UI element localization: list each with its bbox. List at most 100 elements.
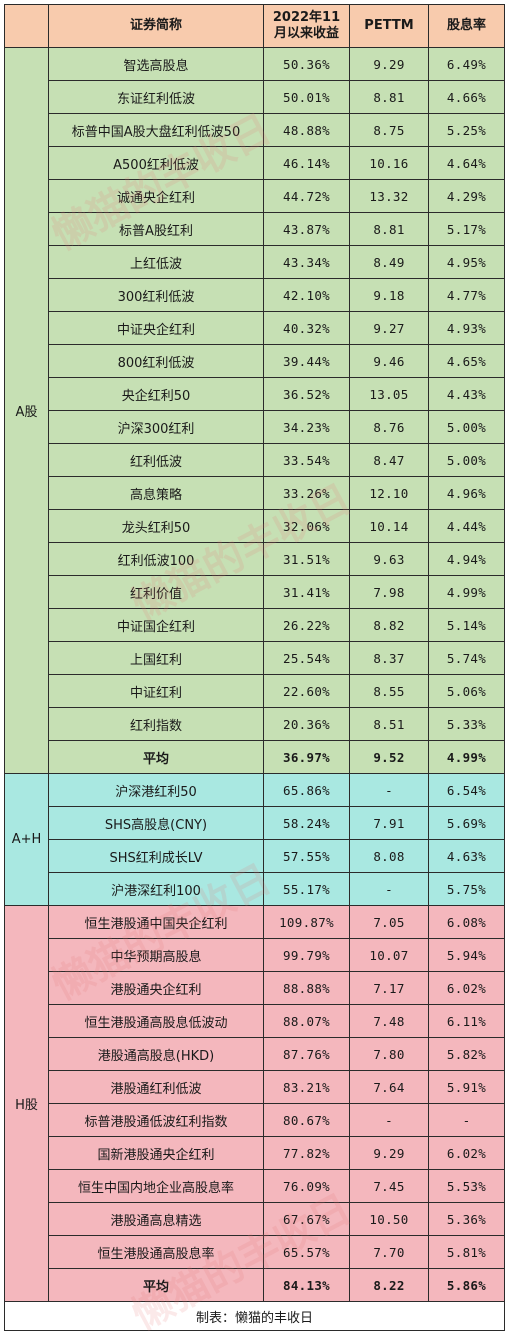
yield-value: 5.06% — [428, 674, 505, 708]
return-value: 48.88% — [263, 113, 350, 147]
dividend-index-table: 证券简称 2022年11月以来收益 PETTM 股息率 A股 智选高股息 50.36… — [4, 4, 505, 1331]
footer-caption: 制表：懒猫的丰收日 — [4, 1301, 505, 1331]
security-name: 智选高股息 — [48, 47, 264, 81]
return-value: 33.54% — [263, 443, 350, 477]
table-row: 港股通央企红利 88.88% 7.17 6.02% — [5, 971, 505, 1005]
return-value: 55.17% — [263, 872, 350, 906]
security-name: 红利指数 — [48, 707, 264, 741]
pe-value: 9.27 — [349, 311, 429, 345]
group-label-h-share: H股 — [4, 905, 49, 1302]
security-name: SHS高股息(CNY) — [48, 806, 264, 840]
yield-value: 5.00% — [428, 443, 505, 477]
header-yield: 股息率 — [428, 4, 505, 48]
yield-value: 6.02% — [428, 1136, 505, 1170]
yield-value: 5.00% — [428, 410, 505, 444]
return-value: 87.76% — [263, 1037, 350, 1071]
pe-value: - — [349, 773, 429, 807]
yield-value: 5.82% — [428, 1037, 505, 1071]
yield-value: - — [428, 1103, 505, 1137]
yield-value: 4.64% — [428, 146, 505, 180]
pe-value: 9.29 — [349, 47, 429, 81]
security-name: 红利价值 — [48, 575, 264, 609]
pe-value: 9.29 — [349, 1136, 429, 1170]
return-value: 57.55% — [263, 839, 350, 873]
yield-value: 4.65% — [428, 344, 505, 378]
return-value: 99.79% — [263, 938, 350, 972]
pe-value: 9.63 — [349, 542, 429, 576]
pe-value: 8.81 — [349, 80, 429, 114]
table-row: 上红低波 43.34% 8.49 4.95% — [5, 245, 505, 279]
table-row: 上国红利 25.54% 8.37 5.74% — [5, 641, 505, 675]
average-row: 平均 36.97% 9.52 4.99% — [5, 740, 505, 774]
return-value: 88.88% — [263, 971, 350, 1005]
yield-value: 4.43% — [428, 377, 505, 411]
table-row: 红利价值 31.41% 7.98 4.99% — [5, 575, 505, 609]
security-name: 央企红利50 — [48, 377, 264, 411]
yield-value: 5.69% — [428, 806, 505, 840]
yield-value: 5.33% — [428, 707, 505, 741]
return-value: 44.72% — [263, 179, 350, 213]
yield-value: 4.93% — [428, 311, 505, 345]
pe-value: 13.05 — [349, 377, 429, 411]
return-value: 80.67% — [263, 1103, 350, 1137]
header-pe: PETTM — [349, 4, 429, 48]
average-yield: 4.99% — [428, 740, 505, 774]
pe-value: 10.16 — [349, 146, 429, 180]
table-row: 红利低波 33.54% 8.47 5.00% — [5, 443, 505, 477]
table-row: 港股通高息精选 67.67% 10.50 5.36% — [5, 1202, 505, 1236]
pe-value: 10.07 — [349, 938, 429, 972]
table-row: 央企红利50 36.52% 13.05 4.43% — [5, 377, 505, 411]
security-name: 中证国企红利 — [48, 608, 264, 642]
table-row: 龙头红利50 32.06% 10.14 4.44% — [5, 509, 505, 543]
pe-value: 8.81 — [349, 212, 429, 246]
security-name: 港股通央企红利 — [48, 971, 264, 1005]
security-name: 上国红利 — [48, 641, 264, 675]
return-value: 32.06% — [263, 509, 350, 543]
return-value: 40.32% — [263, 311, 350, 345]
pe-value: 7.05 — [349, 905, 429, 939]
security-name: 标普中国A股大盘红利低波50 — [48, 113, 264, 147]
pe-value: 8.08 — [349, 839, 429, 873]
return-value: 22.60% — [263, 674, 350, 708]
pe-value: 8.55 — [349, 674, 429, 708]
yield-value: 5.91% — [428, 1070, 505, 1104]
table-row: 红利低波100 31.51% 9.63 4.94% — [5, 542, 505, 576]
yield-value: 5.94% — [428, 938, 505, 972]
pe-value: 8.37 — [349, 641, 429, 675]
yield-value: 4.29% — [428, 179, 505, 213]
pe-value: 8.82 — [349, 608, 429, 642]
return-value: 31.41% — [263, 575, 350, 609]
security-name: A500红利低波 — [48, 146, 264, 180]
return-value: 83.21% — [263, 1070, 350, 1104]
security-name: 恒生港股通高股息低波动 — [48, 1004, 264, 1038]
table-row: 红利指数 20.36% 8.51 5.33% — [5, 707, 505, 741]
table-row: 恒生中国内地企业高股息率 76.09% 7.45 5.53% — [5, 1169, 505, 1203]
table-row: A+H 沪深港红利50 65.86% -6.54% — [4, 773, 505, 906]
return-value: 31.51% — [263, 542, 350, 576]
security-name: 红利低波100 — [48, 542, 264, 576]
header-return: 2022年11月以来收益 — [263, 4, 350, 48]
return-value: 36.52% — [263, 377, 350, 411]
security-name: 恒生港股通中国央企红利 — [48, 905, 264, 939]
yield-value: 5.81% — [428, 1235, 505, 1269]
return-value: 109.87% — [263, 905, 350, 939]
yield-value: 6.11% — [428, 1004, 505, 1038]
average-yield: 5.86% — [428, 1268, 505, 1302]
pe-value: 10.50 — [349, 1202, 429, 1236]
header-corner — [4, 4, 49, 48]
pe-value: - — [349, 872, 429, 906]
pe-value: 9.18 — [349, 278, 429, 312]
yield-value: 6.08% — [428, 905, 505, 939]
average-return: 84.13% — [263, 1268, 350, 1302]
table-row: 沪深300红利 34.23% 8.76 5.00% — [5, 410, 505, 444]
pe-value: 7.17 — [349, 971, 429, 1005]
average-return: 36.97% — [263, 740, 350, 774]
security-name: 港股通红利低波 — [48, 1070, 264, 1104]
header-row: 证券简称 2022年11月以来收益 PETTM 股息率 — [4, 4, 505, 48]
pe-value: 13.32 — [349, 179, 429, 213]
security-name: 港股通高息精选 — [48, 1202, 264, 1236]
table-row: 恒生港股通高股息低波动 88.07% 7.48 6.11% — [5, 1004, 505, 1038]
yield-value: 4.99% — [428, 575, 505, 609]
pe-value: 7.45 — [349, 1169, 429, 1203]
security-name: 标普港股通低波红利指数 — [48, 1103, 264, 1137]
